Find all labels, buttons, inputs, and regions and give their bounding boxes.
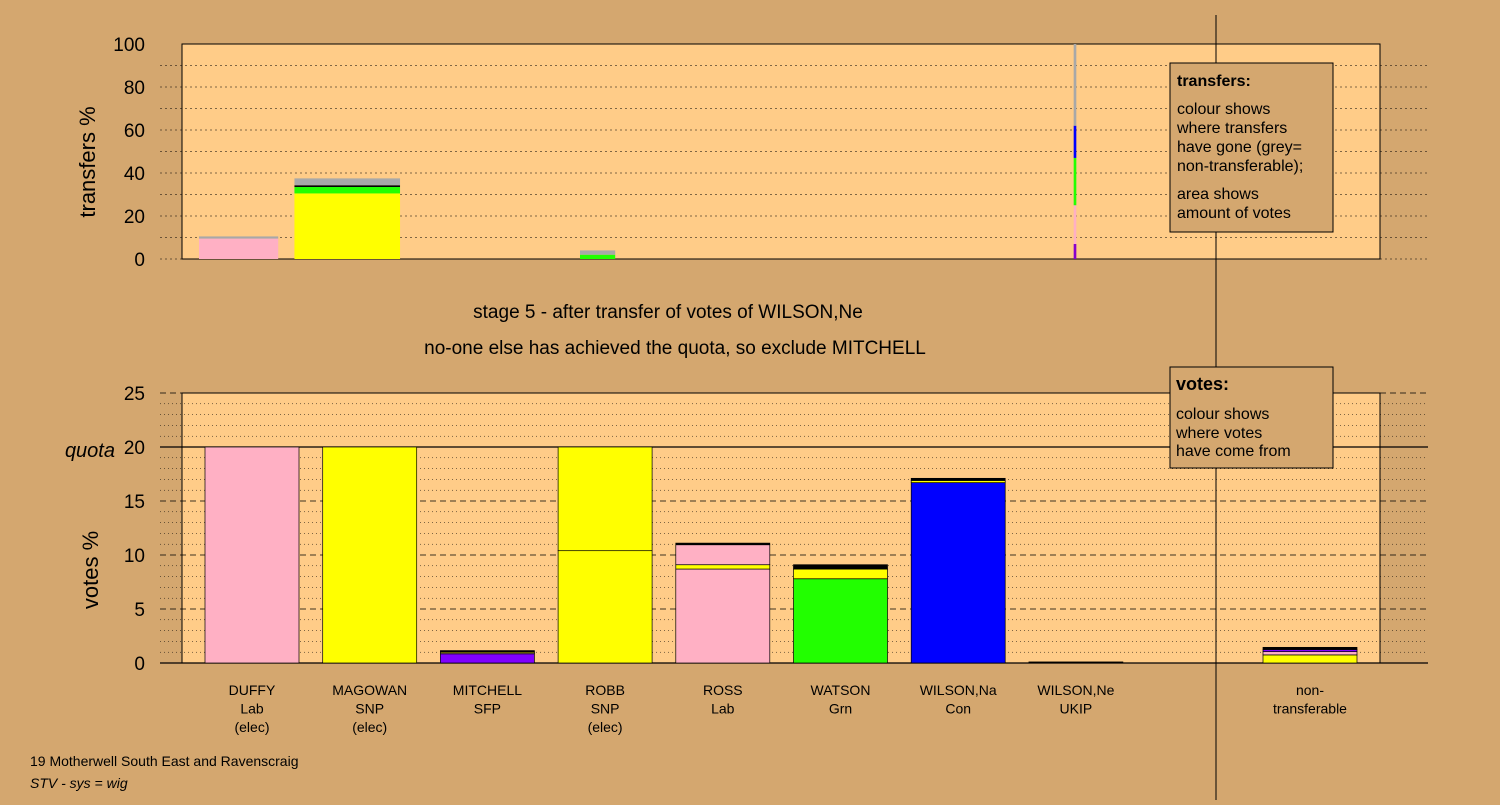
transfer-bar-segment: [580, 250, 616, 255]
candidate-label: Lab: [240, 701, 264, 717]
candidate-label: non-: [1296, 682, 1324, 698]
transfers-legend-line: have gone (grey=: [1177, 139, 1302, 156]
vote-bar-segment: [793, 568, 888, 580]
transfer-bar-segment: [199, 238, 279, 259]
transfer-bar-segment: [294, 185, 401, 187]
candidate-label: MITCHELL: [453, 682, 522, 698]
transfers-bars: [199, 44, 1077, 259]
transfers-legend-title: transfers:: [1177, 73, 1251, 90]
vote-bar-segment: [440, 650, 535, 653]
transfers-legend-line: colour shows: [1177, 101, 1270, 118]
y-tick-label: 80: [124, 78, 145, 99]
vote-bar-segment: [1262, 646, 1358, 650]
vote-bar-segment: [322, 446, 418, 664]
vote-bar-segment: [557, 446, 653, 552]
transfer-bar-segment: [1073, 243, 1077, 259]
vote-bar-segment: [675, 542, 771, 546]
candidate-label: SNP: [591, 701, 620, 717]
votes-legend-line: colour shows: [1176, 406, 1269, 423]
quota-label: quota: [65, 440, 115, 462]
transfers-legend-line: area shows: [1177, 186, 1259, 203]
transfer-bar-segment: [199, 236, 279, 239]
candidate-label: DUFFY: [229, 682, 276, 698]
candidate-label: Grn: [829, 701, 852, 717]
vote-bar-segment: [675, 544, 771, 566]
y-tick-label: 15: [124, 492, 145, 513]
candidate-label: SFP: [474, 701, 501, 717]
constituency-label: 19 Motherwell South East and Ravenscraig: [30, 753, 298, 769]
candidate-label: WATSON: [811, 682, 871, 698]
candidate-label: WILSON,Ne: [1037, 682, 1114, 698]
y-tick-label: 25: [124, 384, 145, 405]
candidate-label: ROBB: [585, 682, 625, 698]
transfer-bar-segment: [1073, 125, 1077, 158]
vote-bar-segment: [675, 568, 771, 664]
votes-y-ticks: 0 5 10 15 20 25: [124, 384, 145, 675]
y-tick-label: 100: [113, 35, 145, 56]
y-tick-label: 20: [124, 438, 145, 459]
transfer-bar-segment: [1073, 205, 1077, 244]
vote-bar-segment: [675, 564, 771, 570]
system-label: STV - sys = wig: [30, 775, 128, 791]
transfer-bar-segment: [1073, 44, 1077, 126]
votes-legend-box: [1169, 366, 1334, 469]
vote-bar-segment: [910, 477, 1006, 481]
transfers-y-axis-label: transfers %: [75, 106, 100, 217]
vote-bar-segment: [910, 482, 1006, 664]
votes-legend: votes: colour shows where votes have com…: [1169, 366, 1334, 469]
stage-headline: stage 5 - after transfer of votes of WIL…: [473, 302, 863, 323]
y-tick-label: 5: [134, 600, 145, 621]
candidate-label: UKIP: [1060, 701, 1093, 717]
transfers-legend-line: where transfers: [1176, 120, 1287, 137]
candidate-label: transferable: [1273, 701, 1347, 717]
candidate-label: (elec): [352, 719, 387, 735]
vote-bar-segment: [204, 446, 300, 664]
candidate-label: Lab: [711, 701, 735, 717]
exclusion-headline: no-one else has achieved the quota, so e…: [424, 338, 926, 359]
vote-bar-segment: [793, 578, 888, 664]
y-tick-label: 10: [124, 546, 145, 567]
transfers-y-ticks: 0 20 40 60 80 100: [113, 35, 145, 271]
y-tick-label: 0: [134, 250, 145, 271]
candidate-label: WILSON,Na: [920, 682, 997, 698]
vote-bar-segment: [793, 564, 888, 570]
y-tick-label: 40: [124, 164, 145, 185]
y-tick-label: 0: [134, 654, 145, 675]
votes-bars: [204, 446, 1358, 664]
transfer-bar-segment: [294, 193, 401, 259]
votes-legend-line: have come from: [1176, 443, 1291, 460]
vote-bar-segment: [1262, 651, 1358, 656]
transfers-legend-line: non-transferable);: [1177, 158, 1303, 175]
y-tick-label: 20: [124, 207, 145, 228]
transfer-bar-segment: [294, 178, 401, 186]
votes-legend-line: where votes: [1175, 425, 1262, 442]
transfer-bar-segment: [294, 186, 401, 194]
vote-bar-segment: [557, 550, 653, 664]
candidate-label: ROSS: [703, 682, 743, 698]
transfers-legend-box: [1169, 62, 1334, 233]
candidate-label: (elec): [588, 719, 623, 735]
votes-legend-title: votes:: [1176, 374, 1229, 394]
transfers-legend-line: amount of votes: [1177, 205, 1291, 222]
vote-bar-segment: [1028, 661, 1124, 664]
candidate-label: (elec): [234, 719, 269, 735]
transfer-bar-segment: [1073, 157, 1077, 206]
candidate-label: MAGOWAN: [332, 682, 407, 698]
y-tick-label: 60: [124, 121, 145, 142]
candidate-label: SNP: [355, 701, 384, 717]
vote-bar-segment: [1262, 654, 1358, 664]
votes-y-axis-label: votes %: [78, 531, 103, 609]
vote-bar-segment: [440, 653, 535, 664]
transfers-legend: transfers: colour shows where transfers …: [1169, 62, 1334, 233]
candidate-labels: DUFFY Lab (elec) MAGOWAN SNP (elec) MITCHELL SF…: [229, 682, 1348, 735]
transfer-bar-segment: [580, 254, 616, 259]
candidate-label: Con: [945, 701, 971, 717]
